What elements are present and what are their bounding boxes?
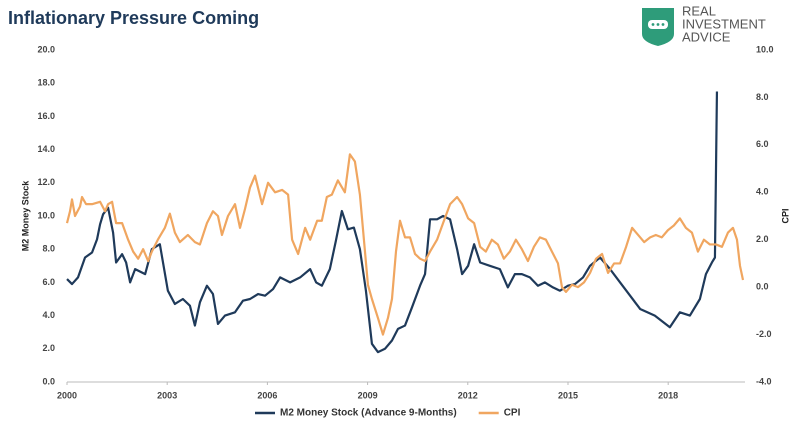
y2-tick-label: -4.0 — [756, 376, 772, 386]
logo-dot — [661, 23, 665, 26]
logo: REAL INVESTMENT ADVICE — [642, 3, 766, 46]
y-tick-label: 20.0 — [37, 44, 55, 54]
chart-title: Inflationary Pressure Coming — [8, 8, 259, 28]
legend-label: M2 Money Stock (Advance 9-Months) — [280, 408, 457, 419]
y-tick-label: 0.0 — [42, 376, 55, 386]
y-tick-label: 2.0 — [42, 343, 55, 353]
y-tick-label: 4.0 — [42, 310, 55, 320]
y2-tick-label: 4.0 — [756, 187, 769, 197]
y-axis-title: M2 Money Stock — [20, 180, 30, 252]
y2-tick-label: 2.0 — [756, 234, 769, 244]
legend-label: CPI — [504, 408, 521, 419]
x-tick-label: 2018 — [658, 390, 678, 400]
logo-text: ADVICE — [682, 29, 731, 44]
x-tick-label: 2012 — [458, 390, 478, 400]
y2-tick-label: 0.0 — [756, 282, 769, 292]
logo-text: REAL — [682, 3, 716, 18]
y-tick-label: 16.0 — [37, 111, 55, 121]
line-series — [65, 153, 745, 336]
y2-tick-label: 8.0 — [756, 92, 769, 102]
y2-tick-label: 10.0 — [756, 44, 774, 54]
y2-tick-label: -2.0 — [756, 329, 772, 339]
line-series — [66, 91, 719, 354]
logo-dot — [656, 23, 660, 26]
y-tick-label: 18.0 — [37, 78, 55, 88]
logo-dot — [651, 23, 655, 26]
y-tick-label: 10.0 — [37, 210, 55, 220]
x-tick-label: 2009 — [358, 390, 378, 400]
y2-tick-label: 6.0 — [756, 139, 769, 149]
logo-text: INVESTMENT — [682, 16, 766, 31]
x-tick-label: 2015 — [558, 390, 578, 400]
x-tick-label: 2003 — [157, 390, 177, 400]
y-tick-label: 12.0 — [37, 177, 55, 187]
x-tick-label: 2006 — [257, 390, 277, 400]
y-tick-label: 6.0 — [42, 277, 55, 287]
y-tick-label: 8.0 — [42, 244, 55, 254]
y-tick-label: 14.0 — [37, 144, 55, 154]
x-tick-label: 2000 — [57, 390, 77, 400]
y2-axis-title: CPI — [780, 208, 790, 223]
